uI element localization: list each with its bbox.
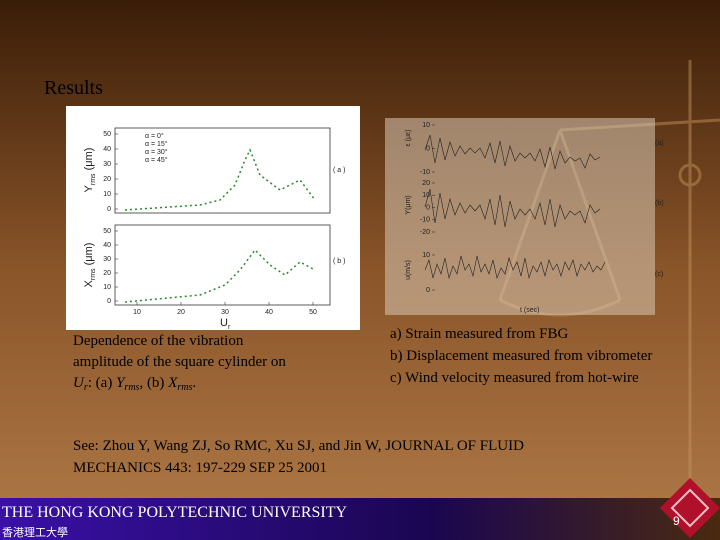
y-tick-label: -10 (420, 169, 430, 176)
y-axis-label: Xrms (μm) (83, 243, 97, 288)
caption-part: : (a) (88, 375, 116, 391)
y-tick-label: 20 (422, 180, 430, 187)
y-axis-label: ε (με) (405, 130, 412, 147)
panel-tag: ( a ) (333, 167, 345, 174)
left-figure: α = 0° α = 15° α = 30° α = 45° ( a ) ( b… (66, 106, 360, 331)
y-tick-label: 10 (103, 284, 111, 291)
y-tick-label: -10 (420, 217, 430, 224)
caption-part: rms (124, 382, 139, 393)
label-part: Y (83, 184, 95, 192)
label-part: (μm) (83, 243, 95, 269)
panel-tag: ( b ) (333, 258, 345, 265)
y-tick-label: 10 (422, 192, 430, 199)
caption-part: . (192, 375, 196, 391)
y-axis-label: Y(μm) (405, 195, 412, 214)
panel-tag: (a) (655, 140, 664, 147)
citation-line: See: Zhou Y, Wang ZJ, So RMC, Xu SJ, and… (73, 438, 524, 454)
y-tick-label: 10 (422, 122, 430, 129)
y-tick-label: 10 (422, 252, 430, 259)
citation-line: MECHANICS 443: 197-229 SEP 25 2001 (73, 460, 327, 476)
y-tick-label: 30 (103, 256, 111, 263)
x-tick-label: 50 (309, 309, 317, 316)
logo: 9 (660, 478, 720, 538)
signal-decoration (424, 134, 601, 170)
y-tick-label: -20 (420, 229, 430, 236)
y-tick-label: 0 (107, 206, 111, 213)
university-name: THE HONG KONG POLYTECHNIC UNIVERSITY (2, 504, 347, 521)
caption-part: rms (177, 382, 192, 393)
figure-background (385, 118, 655, 315)
y-tick-label: 50 (103, 228, 111, 235)
y-tick-label: 40 (103, 146, 111, 153)
slide-title: Results (44, 77, 103, 99)
footer-bar (0, 498, 720, 540)
caption-line: b) Displacement measured from vibrometer (390, 348, 652, 364)
plot-frame (114, 127, 331, 214)
x-tick-label: 20 (177, 309, 185, 316)
caption-part: , (b) (139, 375, 168, 391)
label-part: U (220, 317, 228, 329)
x-axis-label: t (sec) (520, 307, 539, 314)
caption-part: U (73, 375, 85, 391)
y-tick-label: 0 (426, 287, 430, 294)
page-number: 9 (673, 514, 680, 528)
scatter-decoration (124, 248, 316, 303)
y-tick-label: 0 (426, 204, 430, 211)
legend-item: α = 0° (145, 132, 164, 140)
x-tick-label: 10 (133, 309, 141, 316)
caption-part: r (84, 382, 88, 393)
caption-line: Dependence of the vibration (73, 333, 244, 349)
panel-tag: (b) (655, 200, 664, 207)
y-tick-label: 20 (103, 270, 111, 277)
signal-decoration (424, 255, 606, 280)
y-tick-label: 50 (103, 131, 111, 138)
legend-item: α = 15° (145, 140, 168, 148)
label-part: X (83, 279, 95, 287)
caption-line: a) Strain measured from FBG (390, 326, 568, 342)
x-tick-label: 30 (221, 309, 229, 316)
legend-item: α = 30° (145, 148, 168, 156)
x-tick-label: 40 (265, 309, 273, 316)
panel-tag: (c) (655, 271, 663, 278)
right-figure: ε (με) Y(μm) u(m/s) (a) (b) (c) t (sec) … (385, 118, 664, 315)
y-tick-label: 30 (103, 161, 111, 168)
caption-part: X (167, 375, 178, 391)
y-tick-label: 20 (103, 176, 111, 183)
plot-frame (114, 224, 331, 306)
y-tick-label: 10 (103, 191, 111, 198)
label-part: r (228, 324, 231, 331)
y-tick-label: 40 (103, 242, 111, 249)
y-axis-label: u(m/s) (405, 260, 412, 280)
signal-decoration (424, 188, 601, 228)
legend-item: α = 45° (145, 156, 168, 164)
figure-background (66, 106, 360, 330)
label-part: rms (90, 268, 97, 280)
y-tick-label: 0 (107, 298, 111, 305)
y-tick-label: 0 (426, 145, 430, 152)
caption-line: c) Wind velocity measured from hot-wire (390, 370, 639, 386)
caption-line: amplitude of the square cylinder on (73, 354, 286, 370)
label-part: (μm) (83, 148, 95, 174)
y-axis-label: Yrms (μm) (83, 148, 97, 193)
x-axis-label: Ur (220, 317, 231, 331)
caption-part: Y (116, 375, 126, 391)
label-part: rms (90, 173, 97, 185)
scatter-decoration (124, 148, 316, 211)
university-chinese: 香港理工大學 (2, 525, 68, 539)
caption-line: Ur: (a) Yrms, (b) Xrms. (73, 375, 196, 393)
